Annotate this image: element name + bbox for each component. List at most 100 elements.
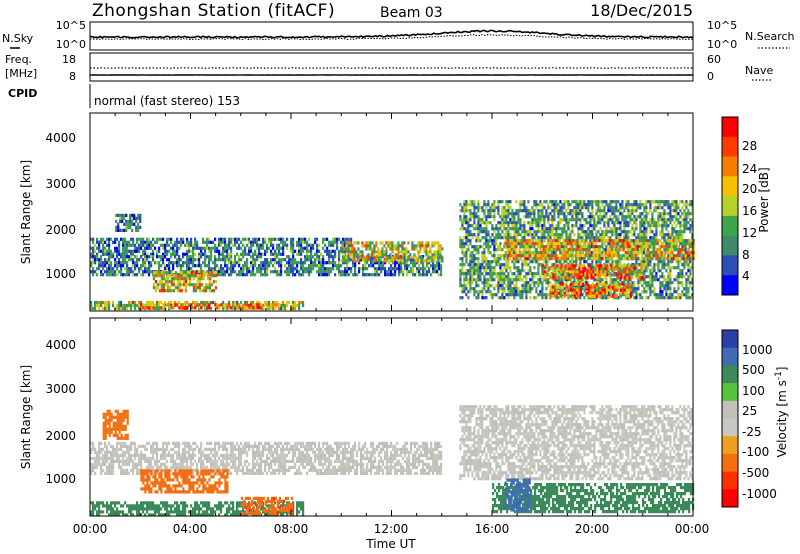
echo-cell [463, 263, 466, 267]
echo-cell [194, 289, 197, 293]
echo-cell [647, 224, 650, 228]
echo-cell [465, 230, 468, 234]
echo-cell [655, 233, 658, 237]
echo-cell [541, 296, 544, 300]
echo-cell [90, 246, 93, 250]
echo-cell [463, 251, 466, 255]
echo-cell [565, 221, 568, 225]
echo-cell [268, 246, 271, 250]
echo-cell [102, 243, 105, 247]
echo-cell [595, 260, 598, 264]
echo-cell [158, 300, 161, 305]
echo-cell [170, 289, 173, 293]
echo-cell [577, 218, 580, 222]
echo-cell [394, 273, 397, 277]
echo-cell [535, 290, 538, 294]
echo-cell [186, 249, 189, 253]
echo-cell [573, 224, 576, 228]
echo-cell [625, 230, 628, 234]
echo-cell [592, 242, 595, 246]
echo-cell [186, 274, 189, 278]
echo-cell [126, 246, 129, 250]
echo-cell [258, 303, 261, 307]
echo-cell [497, 236, 500, 240]
echo-cell [347, 259, 350, 263]
echo-cell [314, 264, 317, 268]
echo-cell [687, 263, 690, 267]
echo-cell [669, 203, 672, 207]
echo-cell [126, 252, 129, 256]
echo-cell [624, 239, 627, 243]
echo-cell [334, 273, 337, 277]
echo-cell [282, 240, 285, 244]
echo-cell [262, 243, 265, 247]
echo-cell [300, 261, 303, 265]
echo-cell [224, 240, 227, 244]
echo-cell [639, 218, 642, 222]
echo-cell [164, 252, 167, 256]
echo-cell [493, 287, 496, 291]
echo-cell [541, 236, 544, 240]
echo-cell [156, 303, 159, 308]
echo-cell [371, 253, 374, 257]
echo-cell [583, 218, 586, 222]
echo-cell [505, 230, 508, 234]
echo-cell [503, 236, 506, 240]
echo-cell [537, 266, 540, 270]
echo-cell [166, 289, 169, 293]
echo-cell [471, 272, 474, 276]
echo-cell [326, 273, 329, 277]
echo-cell [527, 233, 530, 237]
echo-cell [559, 221, 562, 225]
echo-cell [371, 247, 374, 251]
echo-cell [322, 267, 325, 271]
echo-cell [561, 206, 564, 210]
echo-cell [194, 283, 197, 287]
echo-cell [585, 239, 588, 243]
echo-cell [651, 275, 654, 279]
echo-cell [667, 254, 670, 258]
echo-cell [487, 290, 490, 294]
echo-cell [605, 233, 608, 237]
echo-cell [645, 266, 648, 270]
echo-cell [531, 287, 534, 291]
echo-cell [679, 227, 682, 231]
echo-cell [549, 230, 552, 234]
echo-cell [436, 264, 439, 268]
echo-cell [560, 251, 563, 255]
echo-cell [264, 264, 267, 268]
echo-cell [246, 264, 249, 268]
echo-cell [567, 218, 570, 222]
echo-cell [569, 254, 572, 258]
echo-cell [437, 241, 440, 245]
echo-cell [322, 264, 325, 268]
echo-cell [477, 290, 480, 294]
echo-cell [365, 244, 368, 248]
echo-cell [463, 215, 466, 219]
echo-cell [522, 254, 525, 258]
echo-cell [298, 240, 301, 244]
echo-cell [493, 260, 496, 264]
echo-cell [639, 269, 642, 273]
echo-cell [631, 287, 634, 291]
echo-cell [537, 212, 540, 216]
echo-cell [489, 245, 492, 249]
echo-cell [577, 230, 580, 234]
echo-cell [545, 293, 548, 297]
echo-cell [144, 303, 147, 308]
echo-cell [487, 203, 490, 207]
echo-cell [353, 241, 356, 245]
echo-cell [208, 289, 211, 293]
echo-cell [585, 221, 588, 225]
echo-cell [547, 260, 550, 264]
echo-cell [659, 233, 662, 237]
echo-cell [513, 260, 516, 264]
echo-cell [302, 237, 305, 241]
echo-cell [312, 243, 315, 247]
echo-cell [391, 256, 394, 260]
echo-cell [504, 239, 507, 243]
echo-cell [96, 246, 99, 250]
echo-cell [491, 242, 494, 246]
echo-cell [394, 261, 397, 265]
echo-cell [194, 286, 197, 290]
